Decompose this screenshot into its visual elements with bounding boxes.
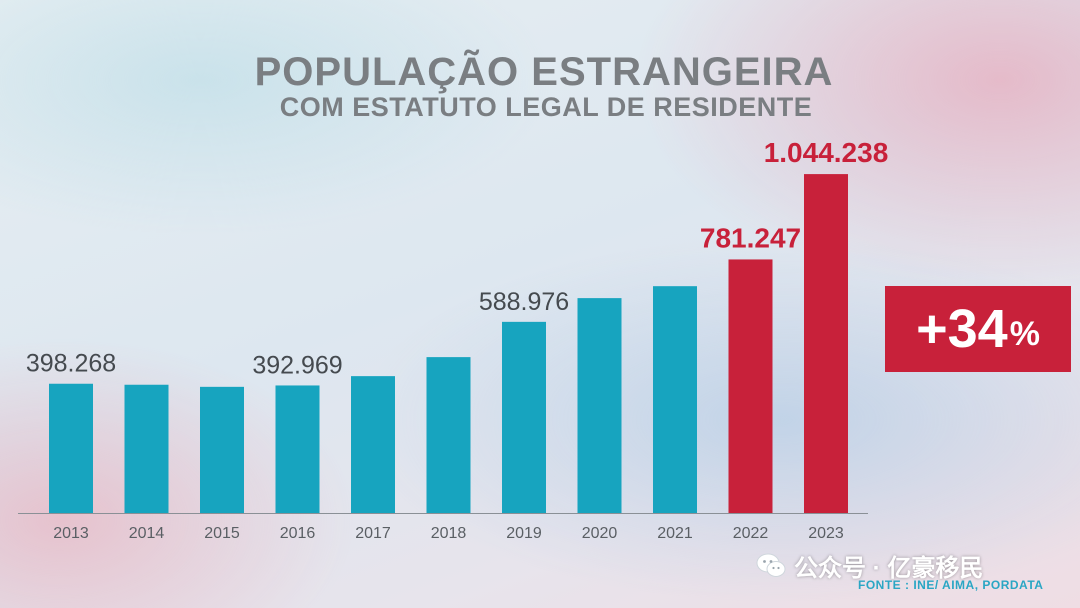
bar-2016 (275, 385, 320, 513)
bar-2015 (200, 386, 244, 513)
growth-badge-unit: % (1009, 314, 1040, 353)
bar-2021 (653, 286, 697, 513)
x-tick-label-2013: 2013 (53, 525, 89, 542)
growth-badge-value: +34 (916, 299, 1008, 359)
source-note: FONTE : INE/ AIMA, PORDATA (858, 578, 1044, 592)
bar-2022 (728, 259, 773, 513)
x-tick-label-2016: 2016 (280, 525, 316, 542)
wechat-icon (756, 553, 786, 579)
growth-badge: +34 % (885, 286, 1071, 372)
x-tick-label-2014: 2014 (129, 525, 165, 542)
x-tick-label-2020: 2020 (582, 525, 618, 542)
bar-2014 (124, 384, 169, 513)
x-tick-label-2021: 2021 (657, 525, 693, 542)
bar-2017 (351, 376, 395, 513)
x-tick-label-2015: 2015 (204, 525, 240, 542)
data-label-2019: 588.976 (479, 288, 569, 316)
bar-2013 (49, 383, 93, 513)
x-tick-label-2018: 2018 (431, 525, 467, 542)
x-tick-label-2019: 2019 (506, 525, 542, 542)
watermark: 公众号 · 亿豪移民 (756, 548, 983, 583)
x-tick-label-2023: 2023 (808, 525, 844, 542)
data-label-2022: 781.247 (700, 222, 801, 253)
x-tick-label-2022: 2022 (733, 525, 769, 542)
chart-subtitle: COM ESTATUTO LEGAL DE RESIDENTE (279, 92, 813, 122)
bar-2019 (502, 321, 546, 513)
chart-title: POPULAÇÃO ESTRANGEIRA (254, 50, 834, 94)
bar-2018 (426, 357, 471, 513)
x-tick-label-2017: 2017 (355, 525, 391, 542)
bar-2023 (804, 174, 848, 514)
data-label-2013: 398.268 (26, 350, 116, 378)
bar-2020 (577, 298, 622, 513)
data-label-2023: 1.044.238 (764, 137, 889, 168)
watermark-text: 公众号 · 亿豪移民 (794, 555, 984, 582)
data-label-2016: 392.969 (252, 351, 342, 379)
